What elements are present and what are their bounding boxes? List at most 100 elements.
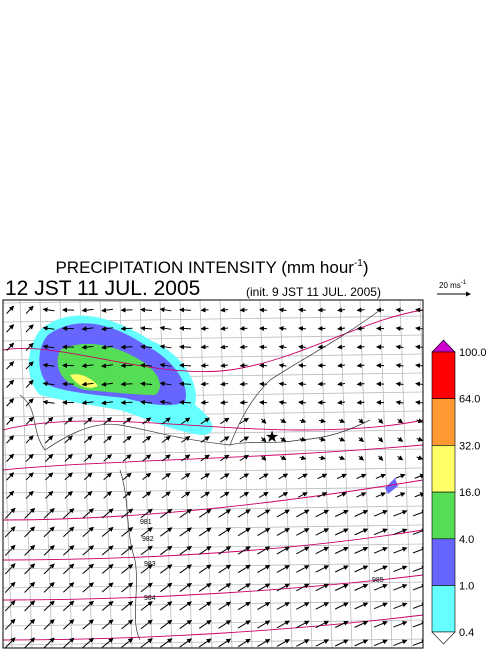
wind-arrow [82, 545, 94, 556]
wind-arrow [354, 583, 369, 591]
wind-arrow [43, 507, 55, 519]
wind-arrow [140, 564, 153, 574]
wind-arrow [334, 602, 349, 610]
wind-arrow [82, 600, 94, 612]
wind-arrow [103, 491, 113, 499]
wind-arrow [43, 544, 55, 556]
wind-arrow [4, 507, 16, 519]
wind-arrow [237, 509, 251, 518]
wind-arrow [375, 492, 387, 498]
wind-arrow [397, 418, 404, 424]
isobar-label: 983 [144, 561, 156, 568]
wind-arrow [318, 455, 326, 461]
wind-arrow [375, 473, 387, 479]
wind-arrow [373, 584, 388, 591]
wind-arrow [356, 362, 365, 368]
wind-arrow [354, 546, 369, 554]
wind-arrow [121, 582, 134, 593]
wind-arrow [160, 545, 173, 556]
wind-arrow [6, 435, 15, 444]
wind-arrow [218, 509, 232, 518]
wind-arrow [83, 491, 93, 499]
wind-arrow [415, 344, 423, 350]
colorbar-swatch [431, 351, 456, 400]
wind-arrow [378, 437, 384, 443]
wind-arrow [318, 418, 326, 424]
wind-arrow [64, 416, 73, 425]
parallel [3, 600, 423, 608]
wind-arrow [81, 400, 94, 406]
wind-arrow [101, 545, 114, 556]
wind-arrow [6, 416, 15, 425]
wind-arrow [296, 528, 310, 536]
wind-arrow [358, 436, 365, 443]
wind-arrow [140, 508, 153, 519]
wind-arrow [237, 527, 251, 537]
wind-arrow [142, 454, 152, 462]
wind-arrow [276, 546, 290, 555]
wind-arrow [25, 305, 34, 314]
wind-arrow [181, 417, 191, 425]
wind-vectors [4, 305, 423, 648]
valid-time: 12 JST 11 JUL. 2005 [5, 277, 200, 300]
wind-arrow [64, 472, 73, 481]
wind-arrow [315, 602, 330, 610]
wind-arrow [397, 455, 404, 461]
wind-arrow [356, 325, 365, 331]
wind-arrow [257, 509, 271, 518]
colorbar-swatch [431, 491, 456, 540]
map-frame [2, 299, 424, 649]
wind-arrow [25, 342, 34, 351]
wind-arrow [315, 546, 330, 555]
wind-arrow [257, 546, 271, 555]
isobar-labels: 981 982 983 984 985 [140, 519, 384, 602]
wind-arrow [140, 545, 153, 556]
wind-arrow [239, 381, 248, 387]
colorbar-label: 4.0 [459, 534, 474, 546]
wind-arrow [4, 637, 16, 648]
wind-arrow [140, 362, 153, 368]
wind-arrow [261, 418, 267, 424]
wind-arrow [278, 307, 287, 313]
wind-arrow [122, 472, 132, 481]
wind-arrow [63, 619, 75, 630]
wind-arrow [198, 601, 212, 611]
wind-arrow [261, 437, 267, 443]
wind-arrow [6, 324, 15, 333]
wind-arrow [121, 545, 134, 556]
wind-arrow [160, 564, 173, 574]
wind-arrow [276, 509, 290, 518]
wind-arrow [412, 547, 423, 554]
title: PRECIPITATION INTENSITY (mm hour-1) [55, 258, 368, 277]
wind-arrow [101, 619, 114, 630]
wind-arrow [373, 621, 388, 628]
wind-arrow [395, 381, 404, 387]
wind-arrow [4, 544, 16, 556]
colorbar-over [431, 339, 456, 353]
wind-arrow [24, 526, 36, 538]
wind-arrow [239, 362, 248, 368]
colorbar-label: 1.0 [459, 581, 474, 593]
wind-arrow [179, 638, 193, 648]
wind-arrow [354, 528, 369, 536]
wind-arrow [121, 637, 134, 648]
wind-arrow [334, 639, 349, 647]
wind-arrow [239, 454, 250, 462]
wind-arrow [25, 416, 34, 425]
wind-arrow [179, 508, 193, 518]
wind-arrow [373, 510, 388, 517]
vector-unit: 20 ms [439, 281, 461, 290]
parallel [3, 467, 423, 475]
wind-arrow [412, 621, 423, 628]
vector-legend-label: 20 ms-1 [439, 280, 467, 290]
wind-arrow [45, 472, 54, 481]
wind-arrow [4, 600, 16, 612]
wind-arrow [299, 436, 307, 442]
wind-arrow [159, 325, 172, 331]
vector-legend: 20 ms-1 [437, 280, 471, 297]
wind-arrow [220, 399, 229, 405]
wind-arrow [257, 620, 271, 629]
wind-arrow [296, 509, 310, 518]
wind-arrow [278, 326, 287, 332]
wind-arrow [416, 418, 423, 424]
